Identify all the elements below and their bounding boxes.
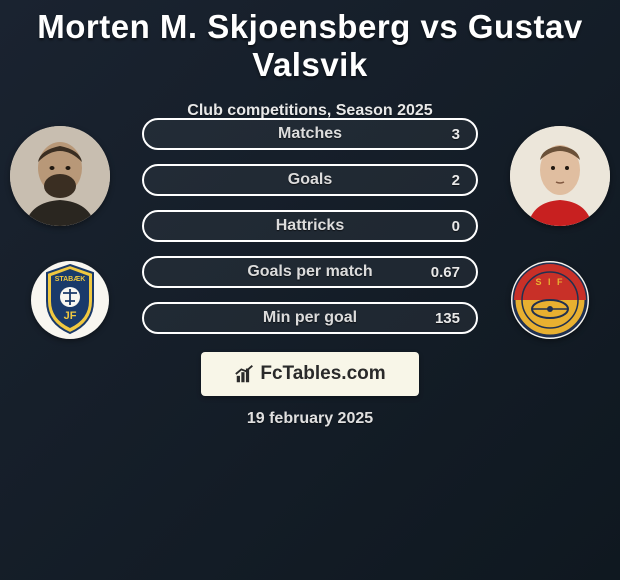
stat-value: 0.67 xyxy=(431,264,460,281)
stat-label: Goals xyxy=(144,171,476,189)
stat-value: 135 xyxy=(435,310,460,327)
stat-value: 3 xyxy=(452,126,460,143)
stat-row-goals: Goals 2 xyxy=(142,164,478,196)
club-left-text: STABÆK xyxy=(55,276,86,283)
club-right-badge: S I F xyxy=(500,258,600,342)
branding-text: FcTables.com xyxy=(260,363,385,385)
club-right-text: S I F xyxy=(535,277,564,287)
club-left-sub: JF xyxy=(64,310,77,322)
stats-container: Matches 3 Goals 2 Hattricks 0 Goals per … xyxy=(142,118,478,348)
club-left-badge: STABÆK JF xyxy=(20,258,120,342)
stat-row-matches: Matches 3 xyxy=(142,118,478,150)
stat-label: Matches xyxy=(144,125,476,143)
stat-value: 0 xyxy=(452,218,460,235)
stat-label: Goals per match xyxy=(144,263,476,281)
player-right-avatar xyxy=(510,126,610,226)
date-text: 19 february 2025 xyxy=(0,410,620,428)
page-title: Morten M. Skjoensberg vs Gustav Valsvik xyxy=(0,0,620,84)
chart-icon xyxy=(234,363,256,385)
stat-row-goals-per-match: Goals per match 0.67 xyxy=(142,256,478,288)
branding-badge: FcTables.com xyxy=(201,352,419,396)
stat-row-min-per-goal: Min per goal 135 xyxy=(142,302,478,334)
stat-label: Min per goal xyxy=(144,309,476,327)
player-left-avatar xyxy=(10,126,110,226)
stat-value: 2 xyxy=(452,172,460,189)
stat-label: Hattricks xyxy=(144,217,476,235)
stat-row-hattricks: Hattricks 0 xyxy=(142,210,478,242)
